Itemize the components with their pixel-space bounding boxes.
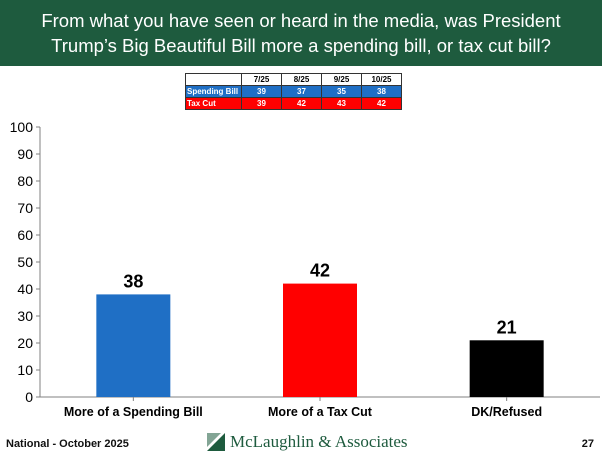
bar <box>283 283 357 397</box>
trend-table-col-header: 10/25 <box>361 73 402 86</box>
title-line-1: From what you have seen or heard in the … <box>41 10 561 31</box>
y-tick-label: 50 <box>17 254 33 270</box>
y-tick-label: 10 <box>17 362 33 378</box>
bar-value-label: 42 <box>310 261 330 281</box>
trend-table: 7/25 8/25 9/25 10/25 Spending Bill 39 37… <box>185 73 402 110</box>
y-tick-label: 60 <box>17 227 33 243</box>
y-tick-label: 80 <box>17 173 33 189</box>
y-tick-label: 100 <box>10 119 34 135</box>
page-title: From what you have seen or heard in the … <box>11 8 591 58</box>
trend-table-col-header: 9/25 <box>321 73 362 86</box>
page-number: 27 <box>581 438 594 450</box>
y-tick-label: 20 <box>17 335 33 351</box>
bar <box>469 340 544 397</box>
brand-mark-icon <box>207 433 225 451</box>
trend-row-label: Tax Cut <box>185 97 242 110</box>
y-tick-label: 40 <box>17 281 33 297</box>
trend-table-cell: 35 <box>321 85 362 98</box>
y-tick-label: 30 <box>17 308 33 324</box>
trend-table-row-taxcut: Tax Cut 39 42 43 42 <box>185 97 402 110</box>
title-line-2: Trump’s Big Beautiful Bill more a spendi… <box>51 35 551 56</box>
bar-value-label: 21 <box>497 317 517 337</box>
header-banner: From what you have seen or heard in the … <box>0 0 602 66</box>
brand-logo: McLaughlin & Associates <box>207 432 408 452</box>
bar-value-label: 38 <box>123 271 143 291</box>
x-category-label: DK/Refused <box>471 405 542 419</box>
x-category-label: More of a Spending Bill <box>64 405 203 419</box>
y-tick-label: 90 <box>17 146 33 162</box>
brand-name: McLaughlin & Associates <box>230 432 408 451</box>
trend-table-header-row: 7/25 8/25 9/25 10/25 <box>185 73 402 86</box>
trend-table-cell: 43 <box>321 97 362 110</box>
trend-table-cell: 39 <box>241 85 282 98</box>
y-tick-label: 0 <box>25 389 33 405</box>
trend-table-cell: 37 <box>281 85 322 98</box>
bar <box>96 294 171 397</box>
y-tick-label: 70 <box>17 200 33 216</box>
x-category-label: More of a Tax Cut <box>268 405 373 419</box>
trend-table-cell: 42 <box>361 97 402 110</box>
trend-table-row-spending: Spending Bill 39 37 35 38 <box>185 85 402 98</box>
footer-source: National - October 2025 <box>6 438 129 450</box>
